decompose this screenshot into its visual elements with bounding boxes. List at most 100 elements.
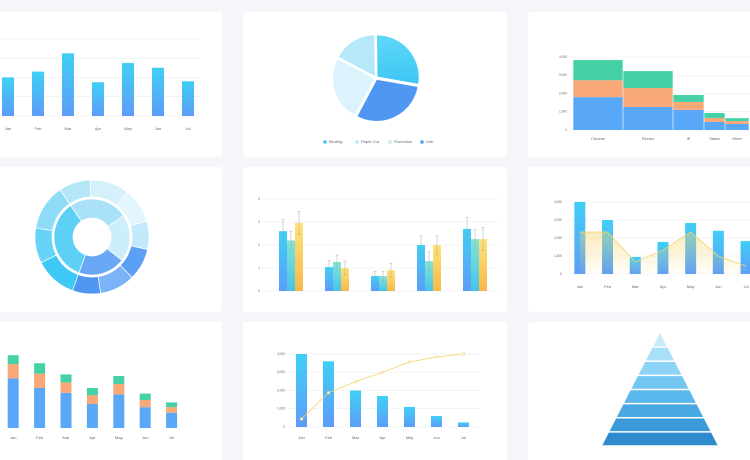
- legend-label: Binding: [329, 139, 342, 144]
- bar-segment: [623, 107, 673, 130]
- error-bar: [281, 219, 285, 243]
- bar-segment: [166, 407, 178, 413]
- bar-segment: [34, 373, 46, 388]
- bar: [287, 240, 295, 291]
- bar: [458, 422, 469, 427]
- bar-segment: [7, 355, 19, 364]
- pie-slice: [337, 34, 376, 78]
- x-tick-label: May: [687, 284, 695, 289]
- bar-segment: [673, 94, 704, 102]
- bar-segment: [113, 394, 125, 428]
- x-tick-label: Jun: [715, 284, 721, 289]
- bar-segment: [113, 384, 125, 395]
- bar: [62, 53, 74, 116]
- x-tick-label: Jun: [142, 435, 148, 440]
- line: [579, 231, 747, 267]
- bar: [122, 62, 134, 116]
- legend-label: Paper Cut: [361, 139, 380, 144]
- bar-segment: [725, 118, 749, 122]
- card: [0, 322, 222, 460]
- bar: [417, 245, 425, 291]
- bar-segment: [704, 117, 725, 122]
- point: [461, 352, 466, 356]
- bar-segment: [725, 121, 749, 124]
- pyramid-layer: [645, 347, 675, 361]
- error-bar: [343, 260, 347, 276]
- x-tick-label: Mar: [65, 126, 73, 131]
- point: [299, 417, 304, 421]
- x-tick-label: Jun: [155, 126, 161, 131]
- bar: [350, 390, 361, 427]
- error-bar: [381, 271, 385, 281]
- x-tick-label: Chrome: [591, 136, 606, 141]
- pie-slice: [332, 58, 376, 117]
- y-tick-label: 0: [565, 128, 567, 132]
- bar-segment: [573, 80, 623, 98]
- pyramid-layer: [653, 333, 667, 347]
- x-tick-label: Jul: [185, 126, 190, 131]
- legend-marker: [355, 140, 359, 144]
- point: [353, 380, 358, 384]
- legend-label: Link: [426, 139, 433, 144]
- y-tick-label: 0: [283, 425, 285, 429]
- bar-segment: [573, 97, 623, 130]
- bar-segment: [623, 88, 673, 108]
- x-tick-label: Jan: [10, 435, 16, 440]
- x-tick-label: Feb: [36, 435, 44, 440]
- bar-segment: [623, 71, 673, 89]
- bar-segment: [704, 113, 725, 118]
- bar-segment: [86, 395, 98, 404]
- bar-segment: [60, 374, 72, 383]
- bar: [341, 268, 349, 291]
- legend-marker: [420, 140, 424, 144]
- bar: [295, 222, 303, 291]
- x-tick-label: Firefox: [642, 136, 654, 141]
- bar: [433, 245, 441, 291]
- pyramid-layer: [602, 432, 718, 446]
- point: [407, 360, 412, 364]
- x-tick-label: May: [124, 126, 132, 131]
- x-tick-label: May: [115, 435, 123, 440]
- x-tick-label: Mar: [63, 435, 71, 440]
- y-tick-label: 0: [560, 272, 562, 276]
- bar: [740, 241, 750, 274]
- legend-marker: [388, 140, 392, 144]
- x-tick-label: Jan: [5, 126, 11, 131]
- y-tick-label: 2,000: [277, 388, 285, 392]
- y-tick-label: 0: [258, 289, 260, 293]
- x-tick-label: Feb: [35, 126, 43, 131]
- y-tick-label: 3: [258, 220, 260, 224]
- bar: [387, 270, 395, 291]
- bar: [425, 261, 433, 291]
- pyramid-layer: [609, 418, 711, 432]
- error-bar: [481, 227, 485, 251]
- bar-segment: [34, 388, 46, 428]
- error-bar: [435, 235, 439, 255]
- bar: [379, 276, 387, 291]
- y-tick-label: 1,000: [554, 254, 562, 258]
- x-tick-label: Jul: [169, 435, 174, 440]
- error-bar: [327, 259, 331, 275]
- y-tick-label: 3,000: [277, 370, 285, 374]
- error-bar: [373, 271, 377, 281]
- error-bar: [297, 211, 301, 235]
- pyramid-layer: [616, 404, 704, 417]
- pie-slice: [376, 34, 420, 85]
- bar: [2, 77, 14, 116]
- y-tick-label: 2: [258, 243, 260, 247]
- x-tick-label: Safari: [709, 136, 720, 141]
- bar-segment: [60, 392, 72, 428]
- point: [434, 355, 439, 359]
- bar: [152, 67, 164, 116]
- sunburst-segment: [72, 274, 102, 295]
- bar-segment: [166, 412, 178, 428]
- bar: [404, 406, 415, 427]
- x-tick-label: Apr: [379, 435, 386, 440]
- y-tick-label: 4,000: [559, 55, 567, 59]
- x-tick-label: Apr: [89, 435, 96, 440]
- error-bar: [419, 235, 423, 255]
- point: [380, 370, 385, 374]
- x-tick-label: IE: [687, 136, 691, 141]
- bar: [182, 81, 194, 116]
- error-bar: [389, 262, 393, 278]
